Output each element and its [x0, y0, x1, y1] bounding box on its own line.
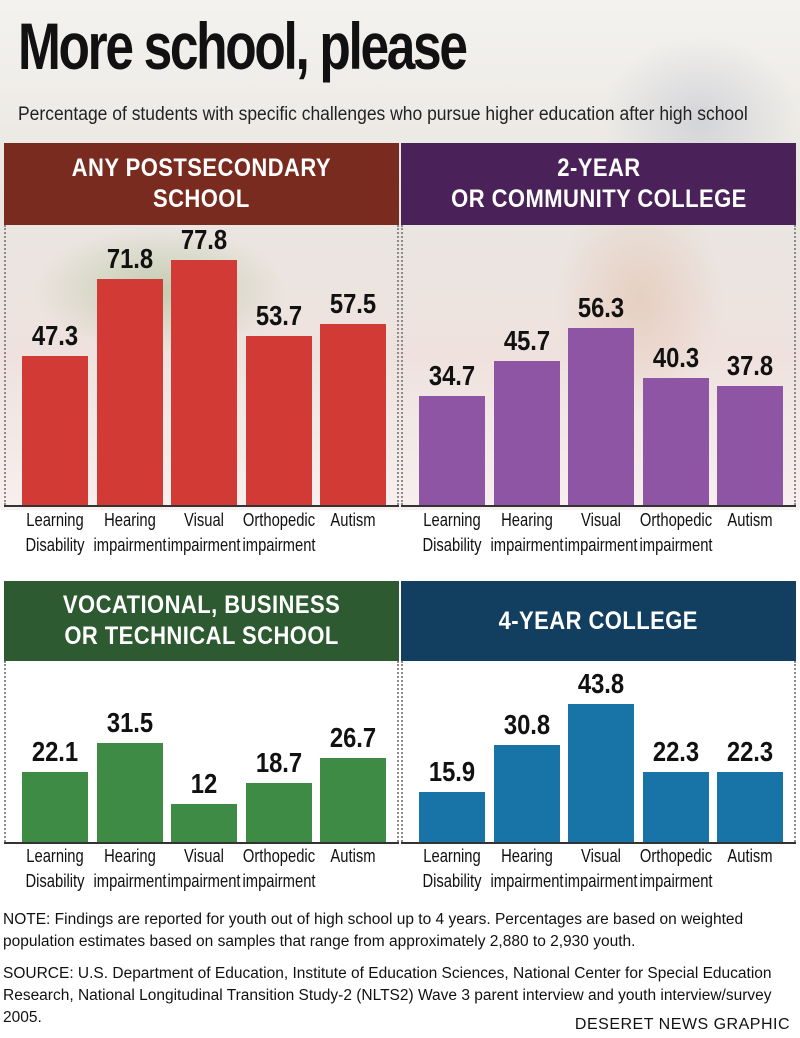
plot-area — [401, 225, 796, 505]
panel-header: VOCATIONAL, BUSINESS OR TECHNICAL SCHOOL — [4, 581, 399, 661]
tick-label-hearing-impairment: Hearing impairment — [489, 510, 564, 555]
tick-label-orthopedic-impairment: Orthopedic impairment — [638, 846, 713, 891]
x-axis-line — [4, 842, 399, 844]
bar-orthopedic-impairment — [245, 783, 312, 842]
tick-label-autism: Autism — [330, 510, 376, 530]
data-label-autism: 37.8 — [726, 349, 774, 381]
plot-area — [4, 225, 399, 505]
data-label-autism: 26.7 — [329, 721, 377, 753]
bar-autism — [717, 385, 783, 505]
data-label-visual-impairment: 12 — [190, 768, 218, 800]
panel-border-right — [794, 225, 796, 505]
data-label-learning-disability: 34.7 — [428, 359, 476, 391]
page-subtitle: Percentage of students with specific cha… — [18, 104, 748, 125]
tick-label-learning-disability: Learning Disability — [25, 846, 85, 891]
data-label-visual-impairment: 56.3 — [577, 291, 625, 323]
bar-learning-disability — [22, 356, 88, 505]
note-text: NOTE: Findings are reported for youth ou… — [3, 911, 744, 950]
panel-title: 4-YEAR COLLEGE — [498, 606, 699, 635]
tick-label-hearing-impairment: Hearing impairment — [489, 846, 564, 891]
tick-label-learning-disability: Learning Disability — [422, 846, 482, 891]
data-label-hearing-impairment: 31.5 — [106, 706, 153, 738]
bar-autism — [320, 323, 386, 505]
data-label-hearing-impairment: 30.8 — [503, 708, 550, 740]
bar-learning-disability — [419, 395, 485, 505]
bar-hearing-impairment — [493, 744, 560, 842]
data-label-visual-impairment: 43.8 — [577, 668, 625, 700]
data-label-autism: 22.3 — [726, 735, 774, 767]
bar-orthopedic-impairment — [245, 335, 312, 505]
data-label-hearing-impairment: 71.8 — [106, 242, 153, 274]
page-title: More school, please — [18, 9, 468, 83]
panel-header: 4-YEAR COLLEGE — [401, 581, 796, 661]
bar-autism — [320, 757, 386, 842]
data-label-visual-impairment: 77.8 — [180, 223, 228, 255]
data-label-hearing-impairment: 45.7 — [503, 325, 550, 357]
bar-orthopedic-impairment — [642, 771, 709, 842]
data-label-learning-disability: 15.9 — [428, 755, 476, 787]
bar-hearing-impairment — [96, 278, 163, 505]
panel-header: ANY POSTSECONDARY SCHOOL — [4, 143, 399, 225]
tick-label-orthopedic-impairment: Orthopedic impairment — [241, 510, 316, 555]
tick-label-hearing-impairment: Hearing impairment — [92, 510, 167, 555]
bar-hearing-impairment — [96, 742, 163, 842]
panel-title: VOCATIONAL, BUSINESS OR TECHNICAL SCHOOL — [62, 591, 341, 650]
bar-hearing-impairment — [493, 361, 560, 505]
x-axis-line — [401, 505, 796, 507]
panel-title: 2-YEAR OR COMMUNITY COLLEGE — [450, 154, 747, 213]
bar-visual-impairment — [568, 704, 634, 842]
chart-panel-vocational-business-or-technical-school: VOCATIONAL, BUSINESS OR TECHNICAL SCHOOL… — [4, 581, 399, 904]
tick-label-visual-impairment: Visual impairment — [167, 510, 241, 555]
plot-area — [4, 661, 399, 842]
credit-text: DESERET NEWS GRAPHIC — [574, 1016, 790, 1033]
panel-title: ANY POSTSECONDARY SCHOOL — [71, 154, 332, 213]
data-label-orthopedic-impairment: 22.3 — [652, 735, 699, 767]
data-label-orthopedic-impairment: 18.7 — [255, 747, 302, 779]
data-label-learning-disability: 22.1 — [31, 736, 79, 768]
tick-label-autism: Autism — [727, 846, 773, 866]
tick-label-visual-impairment: Visual impairment — [167, 846, 241, 891]
data-label-orthopedic-impairment: 53.7 — [255, 299, 302, 331]
panel-border-right — [397, 661, 399, 842]
data-label-orthopedic-impairment: 40.3 — [652, 342, 699, 374]
panel-border-right — [397, 225, 399, 505]
plot-area — [401, 661, 796, 842]
x-axis-line — [4, 505, 399, 507]
bar-visual-impairment — [171, 804, 237, 842]
tick-label-hearing-impairment: Hearing impairment — [92, 846, 167, 891]
bar-learning-disability — [419, 791, 485, 842]
bar-autism — [717, 771, 783, 842]
panel-border-right — [794, 661, 796, 842]
tick-label-visual-impairment: Visual impairment — [564, 510, 638, 555]
bar-orthopedic-impairment — [642, 378, 709, 505]
bar-visual-impairment — [568, 327, 634, 505]
data-label-autism: 57.5 — [329, 287, 377, 319]
panel-header: 2-YEAR OR COMMUNITY COLLEGE — [401, 143, 796, 225]
tick-label-learning-disability: Learning Disability — [25, 510, 85, 555]
source-text: SOURCE: U.S. Department of Education, In… — [3, 965, 772, 1026]
panel-border-left — [401, 661, 403, 842]
tick-label-autism: Autism — [727, 510, 773, 530]
x-axis-line — [401, 842, 796, 844]
tick-label-autism: Autism — [330, 846, 376, 866]
panel-border-left — [4, 661, 6, 842]
data-label-learning-disability: 47.3 — [31, 320, 79, 351]
bar-learning-disability — [22, 772, 88, 842]
chart-panel-4-year-college: 4-YEAR COLLEGE 15.9 Learning Disability 30.… — [401, 581, 796, 904]
bar-visual-impairment — [171, 259, 237, 505]
panel-border-left — [4, 225, 6, 505]
panel-border-left — [401, 225, 403, 505]
tick-label-orthopedic-impairment: Orthopedic impairment — [638, 510, 713, 555]
tick-label-learning-disability: Learning Disability — [422, 510, 482, 555]
tick-label-orthopedic-impairment: Orthopedic impairment — [241, 846, 316, 891]
chart-panel-2-year-or-community-college: 2-YEAR OR COMMUNITY COLLEGE 34.7 Learning … — [401, 143, 796, 568]
tick-label-visual-impairment: Visual impairment — [564, 846, 638, 891]
chart-panel-any-postsecondary-school: ANY POSTSECONDARY SCHOOL 47.3 Learning Dis… — [4, 143, 399, 568]
